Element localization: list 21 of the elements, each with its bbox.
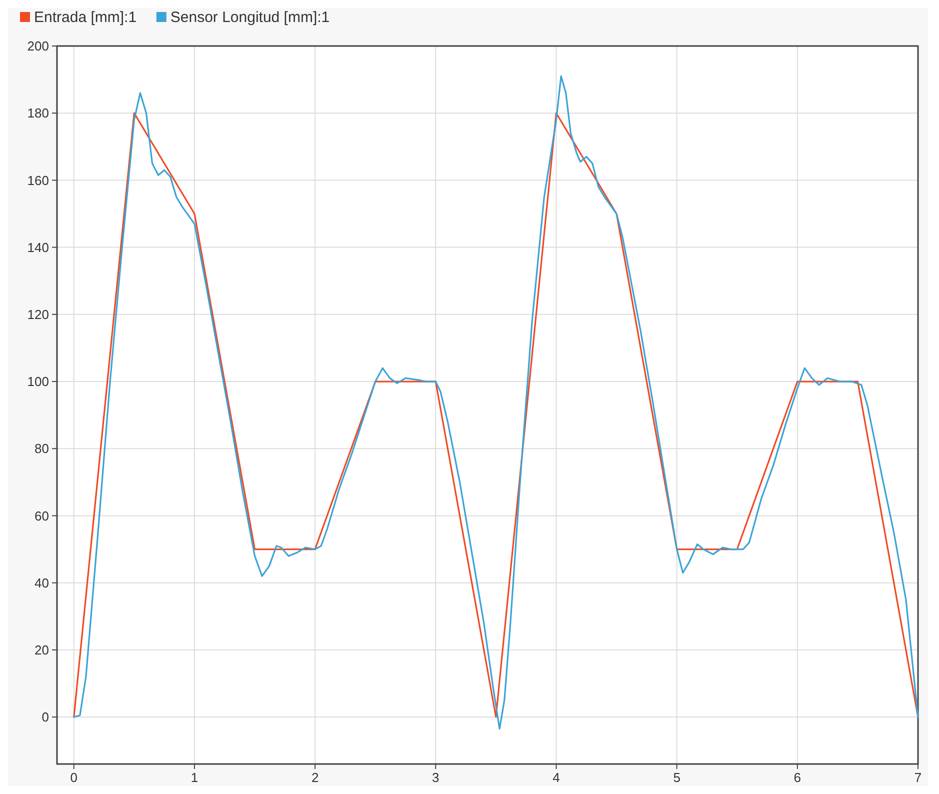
x-tick-label: 5 <box>673 770 680 785</box>
legend-label: Entrada [mm]:1 <box>34 9 137 26</box>
y-tick-label: 180 <box>27 106 49 121</box>
x-tick-label: 0 <box>70 770 78 785</box>
y-tick-label: 20 <box>34 642 49 658</box>
y-tick-label: 200 <box>27 38 49 54</box>
x-tick-label: 2 <box>311 770 319 785</box>
y-tick-label: 80 <box>34 441 49 456</box>
y-tick-label: 0 <box>42 710 49 725</box>
y-tick-label: 120 <box>27 306 49 322</box>
legend-label: Sensor Longitud [mm]:1 <box>170 9 330 26</box>
x-tick-label: 7 <box>914 770 922 785</box>
x-tick-label: 1 <box>190 770 198 785</box>
x-tick-label: 4 <box>552 770 560 785</box>
x-tick-label: 3 <box>432 770 440 785</box>
y-tick-label: 40 <box>34 575 49 590</box>
y-tick-label: 160 <box>27 172 49 188</box>
y-tick-label: 60 <box>34 508 49 524</box>
x-tick-label: 6 <box>794 770 802 785</box>
y-tick-label: 100 <box>27 374 49 390</box>
y-tick-label: 140 <box>27 240 49 255</box>
